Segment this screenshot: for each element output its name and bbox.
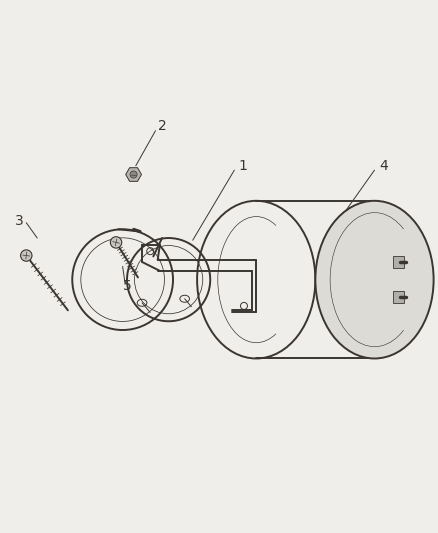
Circle shape [21,250,32,261]
Text: 1: 1 [239,159,247,173]
Text: 4: 4 [379,159,388,173]
FancyBboxPatch shape [392,291,404,303]
Text: 2: 2 [158,119,166,133]
Text: 5: 5 [123,279,131,293]
Circle shape [130,171,137,178]
FancyBboxPatch shape [392,256,404,268]
Circle shape [110,237,122,248]
Text: 3: 3 [15,214,24,228]
Ellipse shape [315,201,434,359]
